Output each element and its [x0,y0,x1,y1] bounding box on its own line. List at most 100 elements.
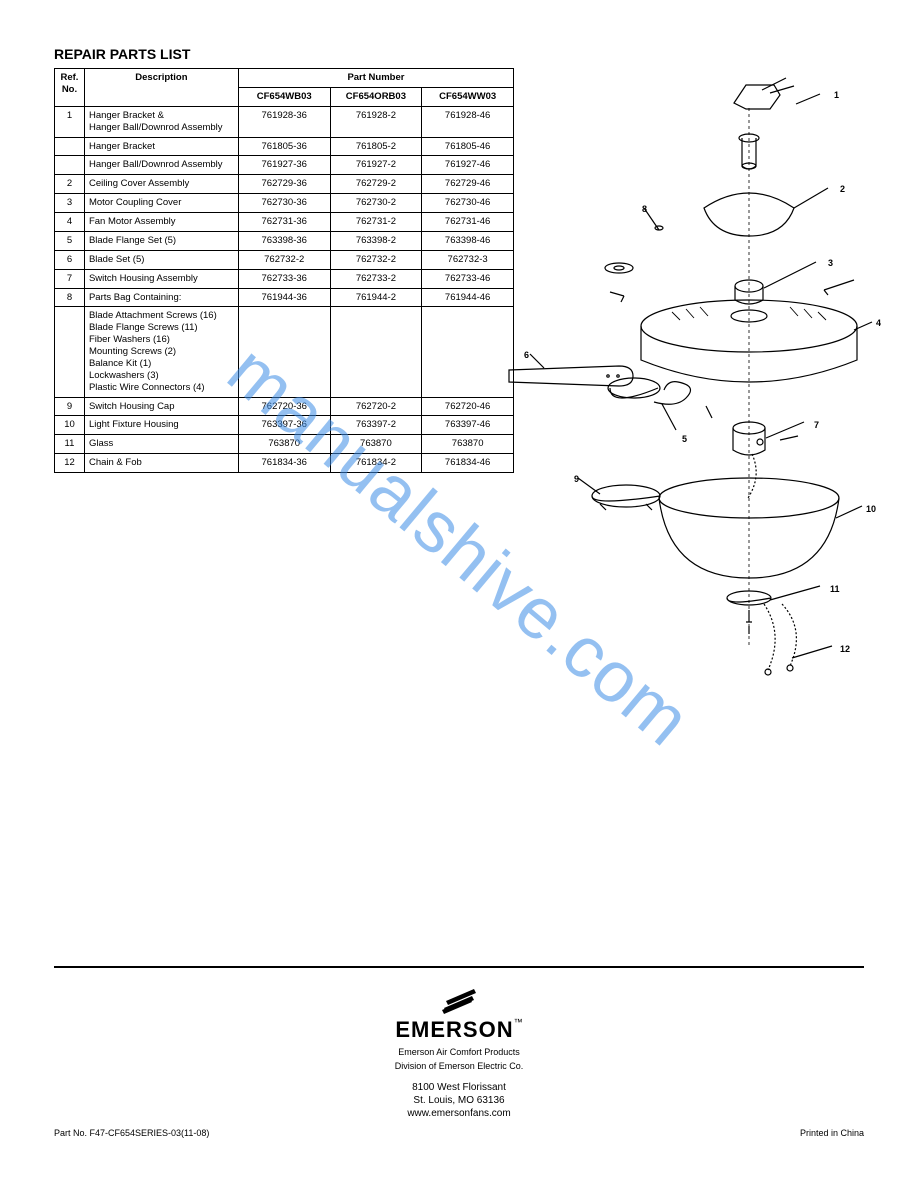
cell-desc: Parts Bag Containing: [84,288,238,307]
th-model-1: CF654ORB03 [330,87,422,106]
cell-ref: 11 [55,435,85,454]
cell-desc: Hanger Bracket [84,137,238,156]
cell-part-0: 761928-36 [238,106,330,137]
table-row: 10Light Fixture Housing763397-36763397-2… [55,416,514,435]
cell-part-0: 762733-36 [238,269,330,288]
cell-part-0: 763870 [238,435,330,454]
cell-part-2: 763397-46 [422,416,514,435]
footer: EMERSON™ Emerson Air Comfort Products Di… [54,966,864,1138]
cell-part-2: 761834-46 [422,454,514,473]
cell-part-0: 762731-36 [238,213,330,232]
cell-part-2: 761927-46 [422,156,514,175]
cell-part-1: 761928-2 [330,106,422,137]
cell-part-1: 761944-2 [330,288,422,307]
cell-ref [55,137,85,156]
cell-desc: Ceiling Cover Assembly [84,175,238,194]
cell-part-1: 761834-2 [330,454,422,473]
cell-desc: Motor Coupling Cover [84,194,238,213]
callout-12: 12 [840,644,850,654]
cell-desc: Blade Attachment Screws (16)Blade Flange… [84,307,238,397]
table-row: 11Glass763870763870763870 [55,435,514,454]
cell-part-0: 761944-36 [238,288,330,307]
cell-ref: 12 [55,454,85,473]
cell-part-0: 761834-36 [238,454,330,473]
th-parthead: Part Number [238,69,513,88]
parts-table-container: Ref. No. Description Part Number CF654WB… [54,68,514,473]
th-desc: Description [84,69,238,107]
cell-desc: Hanger Bracket &Hanger Ball/Downrod Asse… [84,106,238,137]
table-row: 6Blade Set (5)762732-2762732-2762732-3 [55,250,514,269]
cell-part-2: 762731-46 [422,213,514,232]
cell-part-0: 763397-36 [238,416,330,435]
callout-4: 4 [876,318,881,328]
cell-ref: 9 [55,397,85,416]
cell-part-1: 762731-2 [330,213,422,232]
table-row: 3Motor Coupling Cover762730-36762730-276… [55,194,514,213]
cell-part-0: 762732-2 [238,250,330,269]
th-ref: Ref. No. [55,69,85,107]
cell-part-1: 762730-2 [330,194,422,213]
cell-part-2: 761928-46 [422,106,514,137]
table-row: Hanger Ball/Downrod Assembly761927-36761… [55,156,514,175]
cell-part-1: 762733-2 [330,269,422,288]
cell-desc: Chain & Fob [84,454,238,473]
cell-part-0: 763398-36 [238,231,330,250]
cell-part-1: 763397-2 [330,416,422,435]
cell-ref: 4 [55,213,85,232]
cell-ref [55,307,85,397]
cell-part-2: 762732-3 [422,250,514,269]
th-model-2: CF654WW03 [422,87,514,106]
th-model-0: CF654WB03 [238,87,330,106]
brand-name: EMERSON [395,1017,513,1042]
cell-desc: Hanger Ball/Downrod Assembly [84,156,238,175]
footer-rule [54,966,864,968]
table-row: Blade Attachment Screws (16)Blade Flange… [55,307,514,397]
callout-6: 6 [524,350,529,360]
cell-desc: Blade Set (5) [84,250,238,269]
division-name: Emerson Air Comfort Products [54,1047,864,1057]
cell-part-1 [330,307,422,397]
cell-desc: Switch Housing Cap [84,397,238,416]
emerson-logo-icon [442,986,476,1014]
cell-part-2: 762720-46 [422,397,514,416]
cell-ref: 2 [55,175,85,194]
callout-1: 1 [834,90,839,100]
callout-11: 11 [830,584,840,594]
brand-tm: ™ [514,1017,523,1027]
cell-ref [55,156,85,175]
cell-ref: 7 [55,269,85,288]
callout-7: 7 [814,420,819,430]
cell-ref: 1 [55,106,85,137]
cell-part-2: 763870 [422,435,514,454]
table-row: 5Blade Flange Set (5)763398-36763398-276… [55,231,514,250]
table-row: 1Hanger Bracket &Hanger Ball/Downrod Ass… [55,106,514,137]
cell-part-0: 762720-36 [238,397,330,416]
table-row: 4Fan Motor Assembly762731-36762731-27627… [55,213,514,232]
cell-ref: 3 [55,194,85,213]
callout-2: 2 [840,184,845,194]
parts-table: Ref. No. Description Part Number CF654WB… [54,68,514,473]
cell-part-1: 762732-2 [330,250,422,269]
cell-ref: 10 [55,416,85,435]
cell-part-2 [422,307,514,397]
cell-part-0: 762729-36 [238,175,330,194]
table-row: 2Ceiling Cover Assembly762729-36762729-2… [55,175,514,194]
cell-part-1: 763870 [330,435,422,454]
cell-ref: 5 [55,231,85,250]
footer-printed: Printed in China [800,1128,864,1138]
cell-part-0: 761927-36 [238,156,330,175]
footer-part-no: Part No. F47-CF654SERIES-03(11-08) [54,1128,209,1138]
cell-ref: 6 [55,250,85,269]
cell-part-1: 762720-2 [330,397,422,416]
table-row: 12Chain & Fob761834-36761834-2761834-46 [55,454,514,473]
address: 8100 West FlorissantSt. Louis, MO 63136w… [54,1081,864,1120]
cell-part-1: 762729-2 [330,175,422,194]
cell-desc: Light Fixture Housing [84,416,238,435]
callout-3: 3 [828,258,833,268]
table-row: 8Parts Bag Containing:761944-36761944-27… [55,288,514,307]
fan-diagram-svg [504,58,884,698]
cell-desc: Glass [84,435,238,454]
cell-part-2: 761805-46 [422,137,514,156]
cell-part-1: 761927-2 [330,156,422,175]
table-row: Hanger Bracket761805-36761805-2761805-46 [55,137,514,156]
